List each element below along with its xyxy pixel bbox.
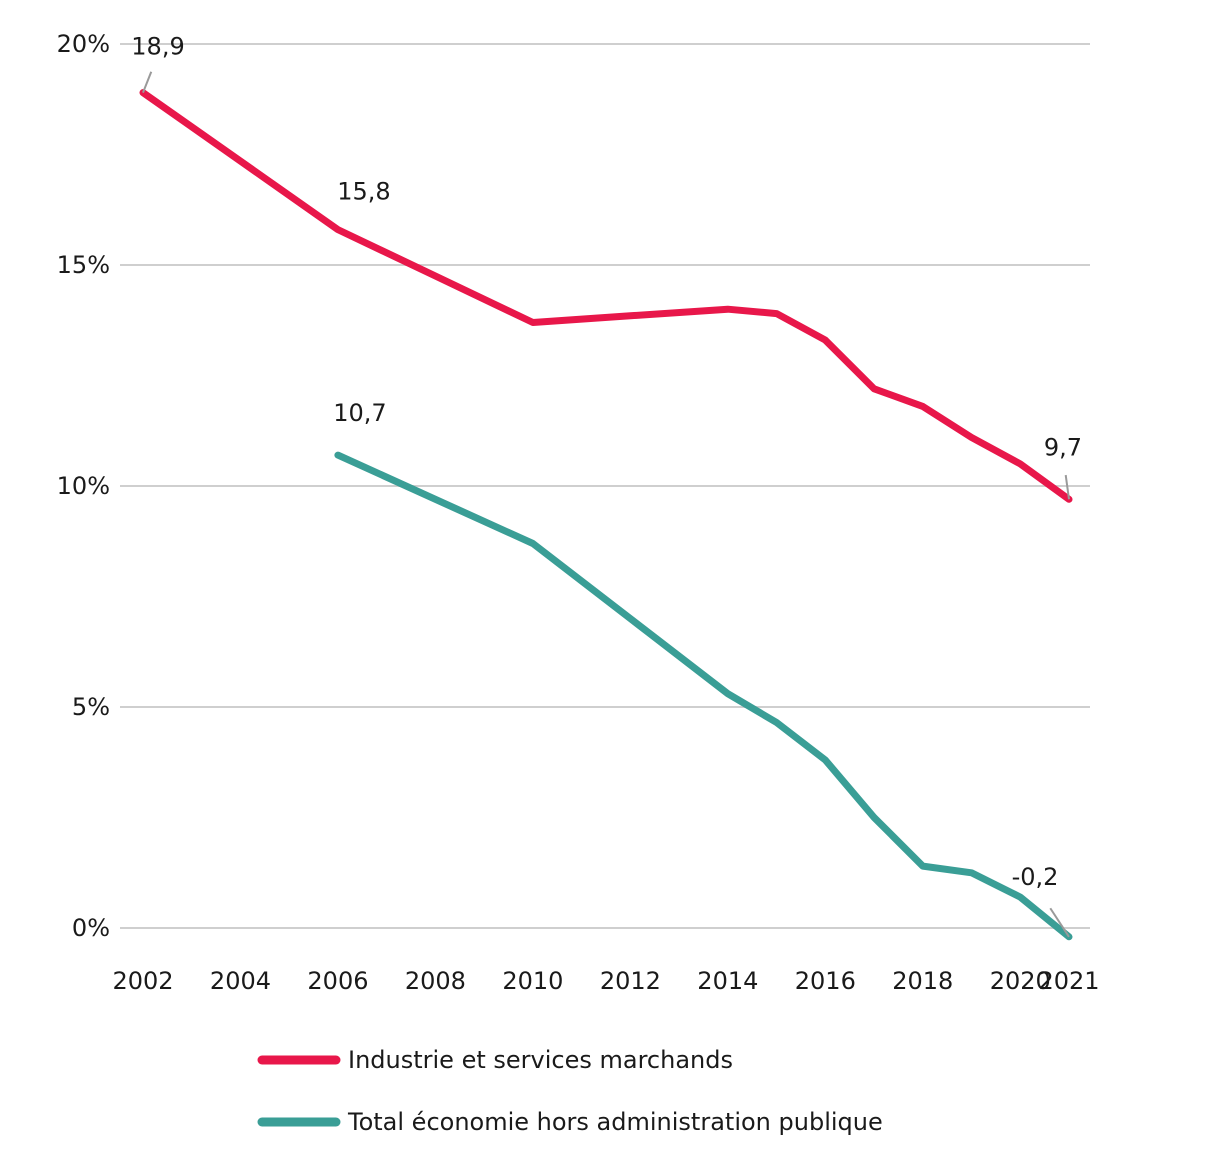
x-tick-label: 2021 [1038,967,1099,995]
data-label: -0,2 [1012,863,1059,891]
legend-label: Industrie et services marchands [348,1046,733,1074]
data-label: 15,8 [337,178,390,206]
legend-label: Total économie hors administration publi… [347,1108,883,1136]
y-tick-label: 10% [57,472,110,500]
label-leader-line [1064,474,1070,500]
data-label: 18,9 [131,33,184,61]
x-tick-label: 2002 [112,967,173,995]
label-leader-line [142,71,153,93]
y-tick-label: 20% [57,30,110,58]
y-tick-label: 15% [57,251,110,279]
series-lines [139,89,1073,941]
label-leader-line [1049,907,1070,938]
data-label: 9,7 [1044,433,1082,461]
data-label: 10,7 [333,399,386,427]
series-line-2 [334,451,1073,941]
x-tick-label: 2010 [502,967,563,995]
x-tick-label: 2006 [307,967,368,995]
x-axis: 2002 2004 2006 2008 2010 2012 2014 2016 2018 2020… [112,967,1099,995]
y-axis: 0% 5% 10% 15% 20% [57,30,110,942]
x-tick-label: 2012 [600,967,661,995]
x-tick-label: 2014 [697,967,758,995]
gridlines [120,43,1090,929]
y-tick-label: 5% [72,693,110,721]
data-labels: 18,9 15,8 9,7 10,7 -0,2 [131,33,1082,938]
x-tick-label: 2004 [210,967,271,995]
series-line-1 [139,89,1073,503]
legend: Industrie et services marchands Total éco… [257,1046,883,1136]
x-tick-label: 2008 [405,967,466,995]
x-tick-label: 2016 [795,967,856,995]
x-tick-label: 2018 [892,967,953,995]
y-tick-label: 0% [72,914,110,942]
x-tick-label: 2020 [990,967,1051,995]
